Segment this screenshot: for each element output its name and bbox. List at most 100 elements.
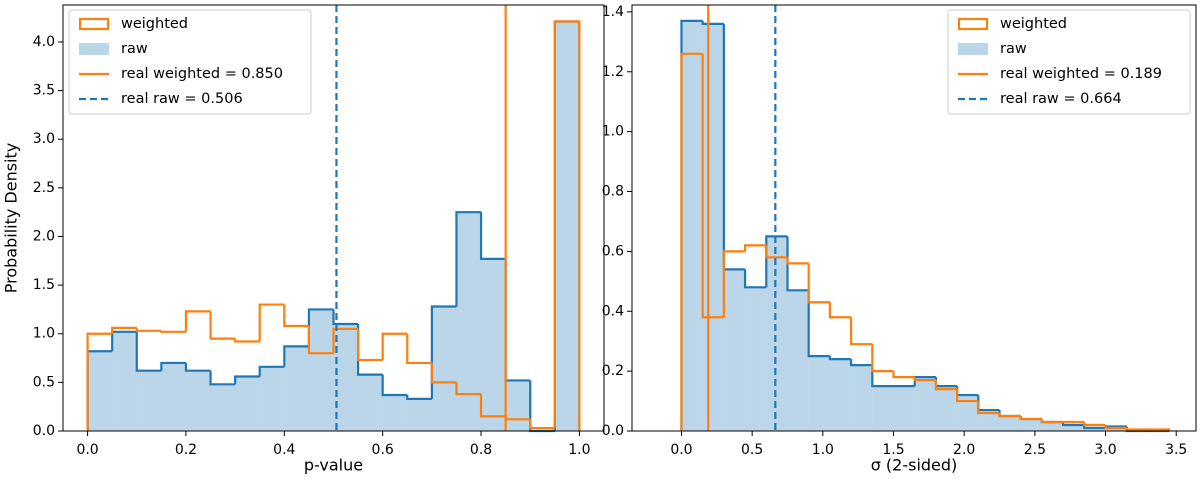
bar (210, 384, 236, 431)
step-edge (356, 324, 383, 376)
legend-label: raw (121, 41, 148, 57)
step-edge (160, 330, 186, 333)
bar (308, 309, 334, 431)
step-edge (892, 371, 915, 379)
x-tick-label: 0.4 (273, 442, 295, 458)
step-edge (529, 380, 555, 433)
legend-swatch (79, 43, 109, 55)
y-tick-label: 0.4 (602, 303, 624, 319)
chart: 0.0 0.5 1.0 1.5 2.0 2.5 3.0 3.5 0.0 0.2 0.4 0.6 0.8 1… (602, 4, 1197, 475)
step-edge (1125, 428, 1148, 431)
bar (978, 410, 1000, 431)
bar (136, 370, 162, 431)
bar (382, 395, 408, 431)
bar (702, 23, 724, 431)
legend-swatch (78, 17, 110, 31)
step-edge (160, 361, 186, 371)
legend-label: weighted (121, 16, 188, 32)
step-edge (722, 23, 746, 271)
step-edge (722, 250, 746, 318)
bar (914, 377, 936, 431)
step-edge (765, 235, 788, 288)
bar (723, 269, 746, 431)
legend: weighted raw real weighted = 0.189 real raw… (947, 9, 1191, 115)
step-edge (209, 370, 236, 386)
x-tick-label: 1.0 (812, 442, 834, 458)
step-edge (479, 212, 506, 260)
bar (1041, 422, 1064, 431)
y-tick-label: 0.8 (602, 184, 624, 200)
bar (829, 359, 852, 431)
y-tick-label: 2.0 (33, 228, 55, 244)
step-edge (849, 359, 873, 367)
bar (745, 287, 767, 431)
step-edge (701, 53, 724, 319)
bar (681, 20, 703, 431)
step-edge (743, 269, 767, 289)
bar (505, 380, 531, 431)
step-edge (234, 338, 260, 343)
bar (481, 258, 506, 431)
bar (358, 374, 383, 431)
step-edge (828, 356, 852, 361)
bar (456, 212, 482, 431)
axes-frame (62, 4, 605, 432)
step-edge (977, 395, 1000, 412)
step-edge (956, 389, 979, 403)
step-edge (479, 394, 506, 418)
bar (1020, 419, 1042, 431)
bar (161, 362, 186, 431)
step-edge (455, 382, 482, 396)
step-edge (332, 327, 359, 354)
x-tick-label: 2.0 (953, 442, 975, 458)
step-edge (701, 20, 724, 25)
legend-label: real weighted = 0.189 (1000, 66, 1162, 82)
bar (554, 21, 580, 432)
step-edge (680, 52, 703, 431)
legend-box (947, 9, 1191, 115)
y-tick-label: 0.6 (602, 243, 624, 259)
bar (957, 395, 979, 431)
step-edge (356, 328, 383, 362)
legend-label: real raw = 0.664 (1000, 91, 1122, 107)
legend-label: raw (1000, 41, 1027, 57)
x-tick-label: 1.0 (568, 442, 590, 458)
step-edge (258, 365, 285, 377)
step-edge (977, 401, 1000, 415)
step-edge (807, 290, 830, 358)
step-edge (184, 310, 211, 332)
step-edge (332, 309, 359, 326)
step-edge (1040, 419, 1064, 424)
bar (87, 351, 113, 431)
bar (808, 356, 830, 431)
legend-swatch (958, 43, 988, 55)
step-edge (234, 375, 260, 385)
bar (851, 365, 873, 431)
x-tick-label: 0.8 (470, 442, 492, 458)
y-tick-label: 2.5 (33, 180, 55, 196)
y-tick-label: 1.2 (602, 64, 624, 80)
step-edge (258, 303, 285, 342)
x-tick-label: 0.0 (76, 442, 98, 458)
bar (333, 324, 359, 431)
bar (112, 331, 137, 431)
step-edge (913, 377, 936, 382)
legend-label: real raw = 0.506 (121, 91, 243, 107)
step-edge (1104, 425, 1127, 430)
y-tick-label: 3.0 (33, 131, 55, 147)
y-tick-label: 0.0 (602, 423, 624, 439)
axes-frame (631, 4, 1197, 432)
bar (407, 398, 432, 431)
legend: weighted raw real weighted = 0.850 real raw… (68, 9, 312, 115)
x-tick-label: 0.6 (372, 442, 394, 458)
y-tick-label: 0.0 (33, 423, 55, 439)
bar (787, 290, 809, 431)
legend-swatch (957, 17, 989, 31)
step-edge (828, 302, 852, 319)
step-edge (553, 20, 581, 431)
bar (185, 370, 211, 431)
y-tick-label: 3.5 (33, 83, 55, 99)
step-edge (406, 333, 432, 365)
y-axis-label: Probability Density (2, 143, 21, 294)
